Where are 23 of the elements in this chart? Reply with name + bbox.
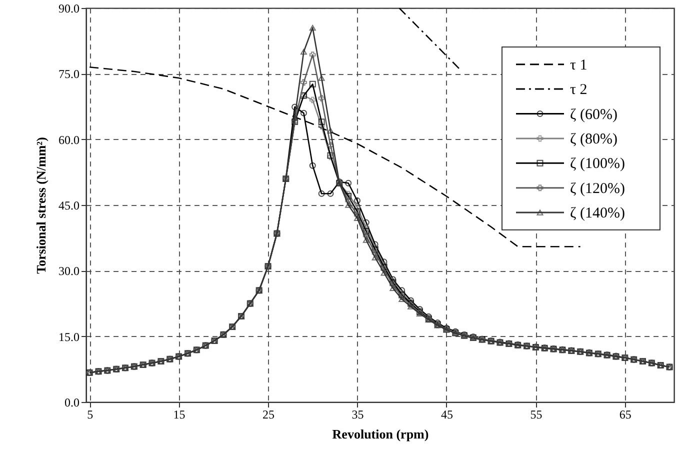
x-tick-label: 35 [352, 408, 364, 422]
legend-label: ζ (100%) [570, 156, 625, 172]
x-tick-label: 15 [173, 408, 186, 422]
y-tick-label: 0.0 [64, 396, 80, 410]
x-tick-label: 5 [87, 408, 94, 422]
legend-label: ζ (80%) [570, 131, 618, 148]
y-tick-label: 60.0 [58, 132, 80, 147]
y-tick-label: 45.0 [58, 198, 80, 212]
y-axis-title: Torsional stress (N/mm²) [34, 137, 48, 274]
x-tick-label: 65 [619, 408, 632, 422]
legend-label: ζ (60%) [570, 106, 618, 123]
y-tick-label: 30.0 [58, 264, 80, 278]
x-tick-label: 45 [440, 408, 453, 422]
x-tick-label: 25 [262, 408, 275, 422]
y-tick-label: 90.0 [58, 2, 80, 16]
y-tick-label: 15.0 [58, 330, 80, 344]
x-tick-label: 55 [530, 408, 542, 422]
legend-label: τ 2 [570, 82, 588, 98]
x-axis-title: Revolution (rpm) [332, 426, 429, 442]
legend-label: ζ (140%) [570, 206, 625, 222]
y-tick-label: 75.0 [58, 67, 80, 82]
legend-label: τ 1 [570, 57, 588, 74]
legend-label: ζ (120%) [570, 180, 625, 197]
